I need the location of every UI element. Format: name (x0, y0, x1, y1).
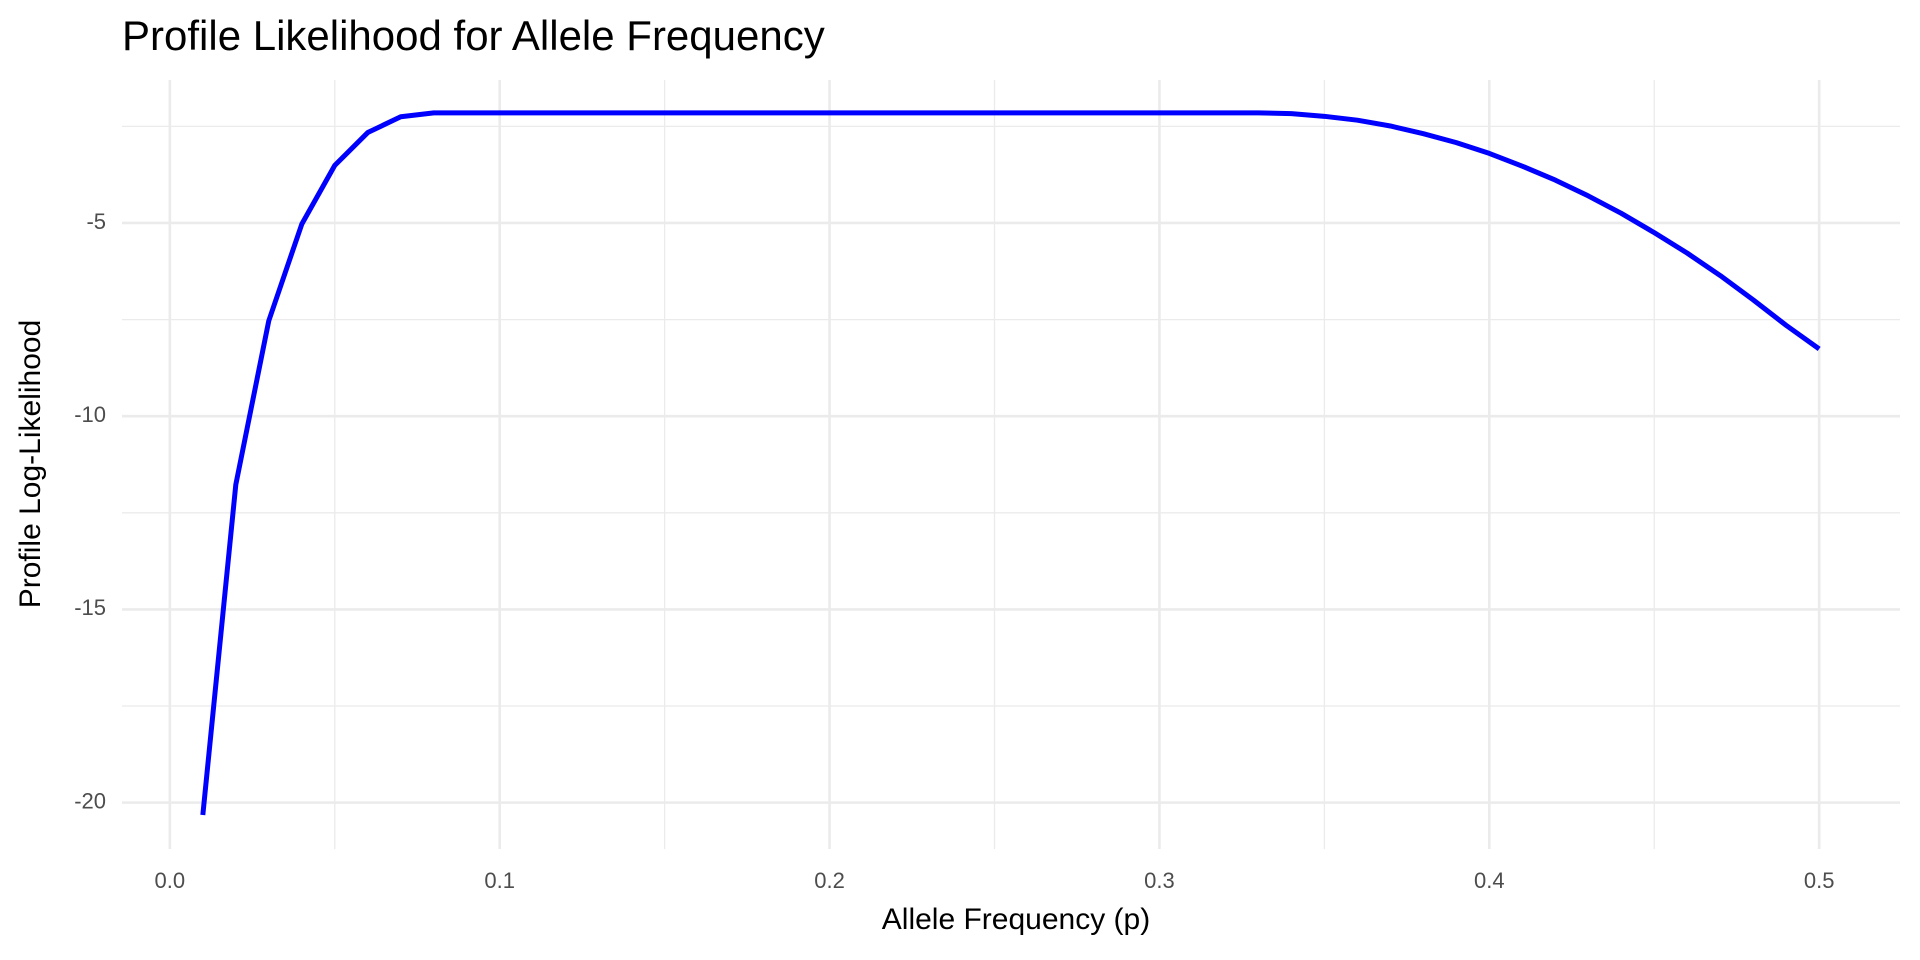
data-line (200, 110, 1821, 816)
chart-title: Profile Likelihood for Allele Frequency (122, 12, 825, 59)
y-tick-label: -5 (86, 209, 106, 234)
y-tick-label: -10 (74, 402, 106, 427)
x-axis-title: Allele Frequency (p) (882, 903, 1150, 936)
x-tick-label: 0.3 (1144, 868, 1175, 893)
x-tick-label: 0.1 (484, 868, 515, 893)
x-tick-label: 0.0 (155, 868, 186, 893)
y-axis-title: Profile Log-Likelihood (14, 320, 47, 609)
x-tick-label: 0.4 (1474, 868, 1505, 893)
y-tick-label: -20 (74, 788, 106, 813)
x-tick-label: 0.2 (814, 868, 845, 893)
x-tick-label: 0.5 (1804, 868, 1835, 893)
y-tick-label: -15 (74, 595, 106, 620)
